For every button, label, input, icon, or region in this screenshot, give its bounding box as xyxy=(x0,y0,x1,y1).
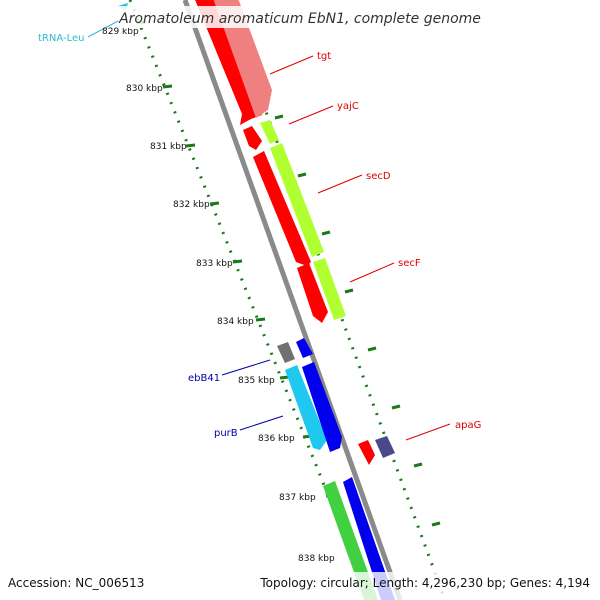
gene-red-reverse-3[interactable] xyxy=(297,263,328,323)
gene-ebB41[interactable] xyxy=(277,342,295,363)
gene-label-tRNA-Leu[interactable]: tRNA-Leu xyxy=(38,33,84,44)
tick-tracks xyxy=(128,0,447,600)
major-tick xyxy=(232,259,243,264)
major-tick xyxy=(344,288,354,294)
gene-blue-small[interactable] xyxy=(296,338,313,358)
kbp-label: 837 kbp xyxy=(279,493,316,503)
major-tick xyxy=(162,84,173,89)
gene-label-ebB41[interactable]: ebB41 xyxy=(188,373,220,384)
gene-red-reverse-2[interactable] xyxy=(253,151,311,266)
gene-red-small[interactable] xyxy=(243,126,262,150)
leader-yajC xyxy=(288,105,334,125)
leader-apaG xyxy=(405,423,451,441)
gene-navy[interactable] xyxy=(375,436,395,458)
gene-secF[interactable] xyxy=(313,258,346,320)
major-tick xyxy=(367,346,377,352)
gene-labels: tRNA-Leu tgt yajC secD secF apaG ebB41 p… xyxy=(38,33,481,439)
kbp-label: 831 kbp xyxy=(150,142,187,152)
leader-secD xyxy=(317,174,363,194)
kbp-label: 829 kbp xyxy=(102,27,139,37)
kbp-labels: 829 kbp 830 kbp 831 kbp 832 kbp 833 kbp … xyxy=(102,27,335,564)
major-tick xyxy=(413,462,423,468)
gene-label-yajC[interactable]: yajC xyxy=(337,101,359,112)
accession-text: Accession: NC_006513 xyxy=(8,576,144,590)
major-tick xyxy=(274,114,284,120)
map-title: Aromatoleum aromaticum EbN1, complete ge… xyxy=(118,11,481,27)
footer-backdrop xyxy=(0,572,600,600)
kbp-label: 835 kbp xyxy=(238,376,275,386)
gene-tgt[interactable] xyxy=(210,0,272,118)
kbp-label: 838 kbp xyxy=(298,554,335,564)
kbp-label: 832 kbp xyxy=(173,200,210,210)
kbp-label: 834 kbp xyxy=(217,317,254,327)
genes xyxy=(118,0,395,600)
gene-purB[interactable] xyxy=(285,365,327,450)
gene-red-reverse-1[interactable] xyxy=(191,0,262,125)
gene-apaG[interactable] xyxy=(358,440,375,465)
gene-label-tgt[interactable]: tgt xyxy=(317,51,331,62)
gene-label-apaG[interactable]: apaG xyxy=(455,420,481,431)
summary-text: Topology: circular; Length: 4,296,230 bp… xyxy=(259,576,590,590)
backbone xyxy=(182,0,403,600)
gene-secD[interactable] xyxy=(270,143,324,257)
leader-purB xyxy=(239,415,284,431)
title-backdrop xyxy=(118,6,480,28)
major-tick xyxy=(255,317,266,322)
gene-blue-2[interactable] xyxy=(343,477,395,600)
kbp-label: 833 kbp xyxy=(196,259,233,269)
kbp-label: 830 kbp xyxy=(126,84,163,94)
major-tick xyxy=(321,230,331,236)
gene-label-purB[interactable]: purB xyxy=(214,428,238,439)
gene-label-secD[interactable]: secD xyxy=(366,171,391,182)
leader-secF xyxy=(349,262,395,283)
major-tick xyxy=(279,375,290,380)
major-tick xyxy=(431,521,441,527)
backbone-line xyxy=(182,0,403,600)
leader-tgt xyxy=(269,55,314,75)
gene-yajC[interactable] xyxy=(260,120,279,144)
major-tick xyxy=(209,201,220,206)
leader-ebB41 xyxy=(221,359,271,376)
gene-label-secF[interactable]: secF xyxy=(398,258,421,269)
major-tick xyxy=(297,172,307,178)
major-tick xyxy=(185,143,196,148)
kbp-label: 836 kbp xyxy=(258,434,295,444)
major-tick xyxy=(391,404,401,410)
leader-tRNA-Leu xyxy=(87,19,121,38)
gene-blue-1[interactable] xyxy=(302,362,342,452)
leader-lines xyxy=(87,19,451,441)
gene-green[interactable] xyxy=(323,481,378,600)
